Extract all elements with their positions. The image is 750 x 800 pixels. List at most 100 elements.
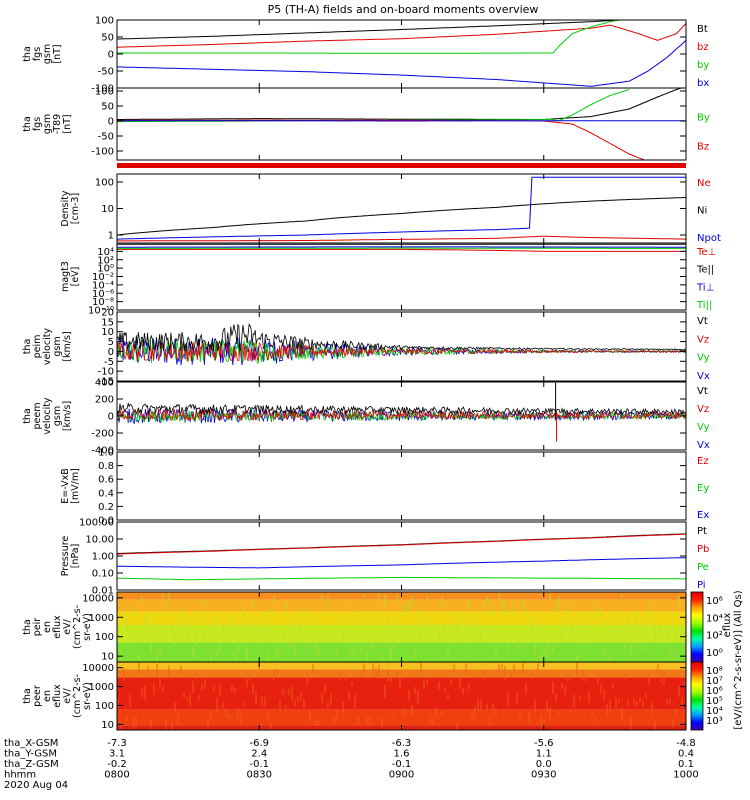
heatmap-texture — [624, 673, 626, 680]
heatmap-texture — [558, 710, 560, 715]
legend-label: Ni — [697, 206, 707, 217]
heatmap-texture — [642, 616, 644, 623]
heatmap-texture — [228, 714, 230, 719]
heatmap-texture — [495, 647, 497, 658]
heatmap-texture — [573, 694, 575, 708]
y-axis-label: velocity — [42, 328, 53, 366]
heatmap-texture — [477, 698, 479, 711]
y-tick-label: 20 — [101, 308, 114, 319]
footer-row-label: tha_X-GSM — [4, 738, 58, 749]
legend-label: Ez — [697, 456, 709, 467]
heatmap-texture — [213, 617, 215, 628]
heatmap-texture — [141, 595, 143, 604]
y-tick-label: 10⁻⁸ — [92, 297, 114, 308]
heatmap-texture — [297, 696, 299, 702]
heatmap-texture — [204, 678, 206, 689]
heatmap-texture — [525, 611, 527, 617]
y-tick-label: 0 — [108, 412, 114, 423]
heatmap-texture — [327, 596, 329, 609]
heatmap-texture — [483, 670, 485, 680]
heatmap-texture — [429, 631, 431, 643]
heatmap-texture — [330, 693, 332, 705]
heatmap-texture — [375, 667, 377, 679]
heatmap-texture — [282, 688, 284, 695]
heatmap-texture — [345, 602, 347, 607]
heatmap-texture — [312, 664, 314, 674]
heatmap-texture — [456, 620, 458, 634]
heatmap-texture — [159, 678, 161, 689]
heatmap-texture — [675, 630, 677, 645]
heatmap-texture — [480, 699, 482, 711]
y-tick-label: 1 — [108, 231, 114, 242]
heatmap-texture — [510, 606, 512, 613]
heatmap-texture — [600, 607, 602, 617]
heatmap-texture — [237, 639, 239, 652]
heatmap-texture — [501, 663, 503, 670]
y-tick-label: 10.00 — [85, 535, 114, 546]
heatmap-texture — [474, 612, 476, 618]
heatmap-texture — [153, 682, 155, 696]
heatmap-texture — [594, 717, 596, 722]
heatmap-texture — [540, 654, 542, 662]
heatmap-band — [117, 599, 686, 612]
legend-label: Vz — [697, 334, 709, 345]
heatmap-texture — [426, 678, 428, 686]
heatmap-texture — [546, 701, 548, 712]
heatmap-texture — [210, 710, 212, 721]
heatmap-band — [117, 611, 686, 626]
y-axis-label: tha — [22, 619, 33, 635]
heatmap-texture — [462, 614, 464, 623]
y-axis-label: tha — [22, 688, 33, 704]
heatmap-band — [117, 709, 686, 726]
heatmap-texture — [660, 624, 662, 633]
heatmap-texture — [528, 617, 530, 623]
panel-pressure-data — [117, 533, 686, 581]
heatmap-texture — [252, 597, 254, 607]
panel-fgs_gsm: 100 50 0 -50 -100 tha fgs gsm [nT] Bt bz by bx — [22, 16, 709, 95]
heatmap-texture — [618, 698, 620, 704]
heatmap-texture — [240, 713, 242, 724]
heatmap-texture — [162, 685, 164, 692]
heatmap-texture — [351, 649, 353, 661]
panel-fgs_gsm_t89: 100 50 0 -50 -100 tha fgs gsm -T89 [nT] By Bz — [22, 87, 710, 161]
heatmap-texture — [531, 672, 533, 679]
heatmap-texture — [132, 607, 134, 617]
heatmap-texture — [552, 681, 554, 694]
heatmap-texture — [597, 673, 599, 684]
heatmap-texture — [270, 607, 272, 614]
heatmap-texture — [177, 625, 179, 632]
heatmap-texture — [186, 696, 188, 701]
heatmap-texture — [336, 710, 338, 721]
heatmap-texture — [543, 647, 545, 655]
heatmap-texture — [339, 672, 341, 680]
y-tick-label: -15 — [98, 377, 114, 388]
heatmap-texture — [216, 651, 218, 656]
heatmap-texture — [519, 634, 521, 648]
heatmap-texture — [255, 690, 257, 704]
heatmap-texture — [546, 643, 548, 657]
series-Vt — [117, 323, 686, 353]
heatmap-texture — [264, 696, 266, 707]
y-tick-label: 10⁰ — [97, 264, 114, 275]
y-tick-label: -10 — [98, 367, 114, 378]
heatmap-texture — [681, 627, 683, 639]
heatmap-texture — [144, 614, 146, 628]
heatmap-texture — [321, 692, 323, 705]
heatmap-texture — [417, 607, 419, 616]
y-tick-label: -200 — [91, 429, 114, 440]
y-tick-label: 50 — [101, 33, 114, 44]
heatmap-texture — [165, 719, 167, 730]
legend-label: bx — [697, 78, 709, 89]
colorbar-tick: 10⁸ — [706, 666, 723, 677]
legend-label: Vy — [697, 353, 710, 364]
heatmap-texture — [651, 701, 653, 715]
heatmap-texture — [570, 709, 572, 714]
heatmap-texture — [234, 652, 236, 661]
heatmap-texture — [636, 701, 638, 707]
heatmap-texture — [342, 702, 344, 715]
heatmap-texture — [612, 638, 614, 644]
series-Te_perp — [117, 248, 686, 252]
heatmap-texture — [126, 716, 128, 723]
